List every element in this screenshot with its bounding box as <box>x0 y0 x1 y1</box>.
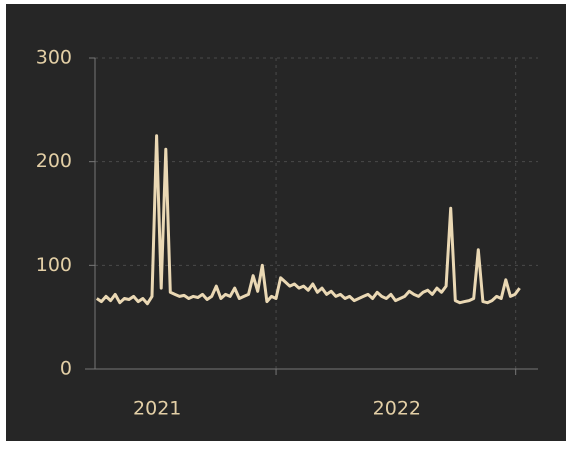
chart-background <box>6 4 566 441</box>
y-tick-label: 300 <box>36 47 72 69</box>
x-tick-label: 2022 <box>373 398 421 420</box>
y-tick-label: 200 <box>36 150 72 172</box>
x-tick-label: 2021 <box>133 398 181 420</box>
data-line <box>95 134 521 306</box>
y-tick-label: 100 <box>36 254 72 276</box>
y-tick-label: 0 <box>60 358 72 380</box>
